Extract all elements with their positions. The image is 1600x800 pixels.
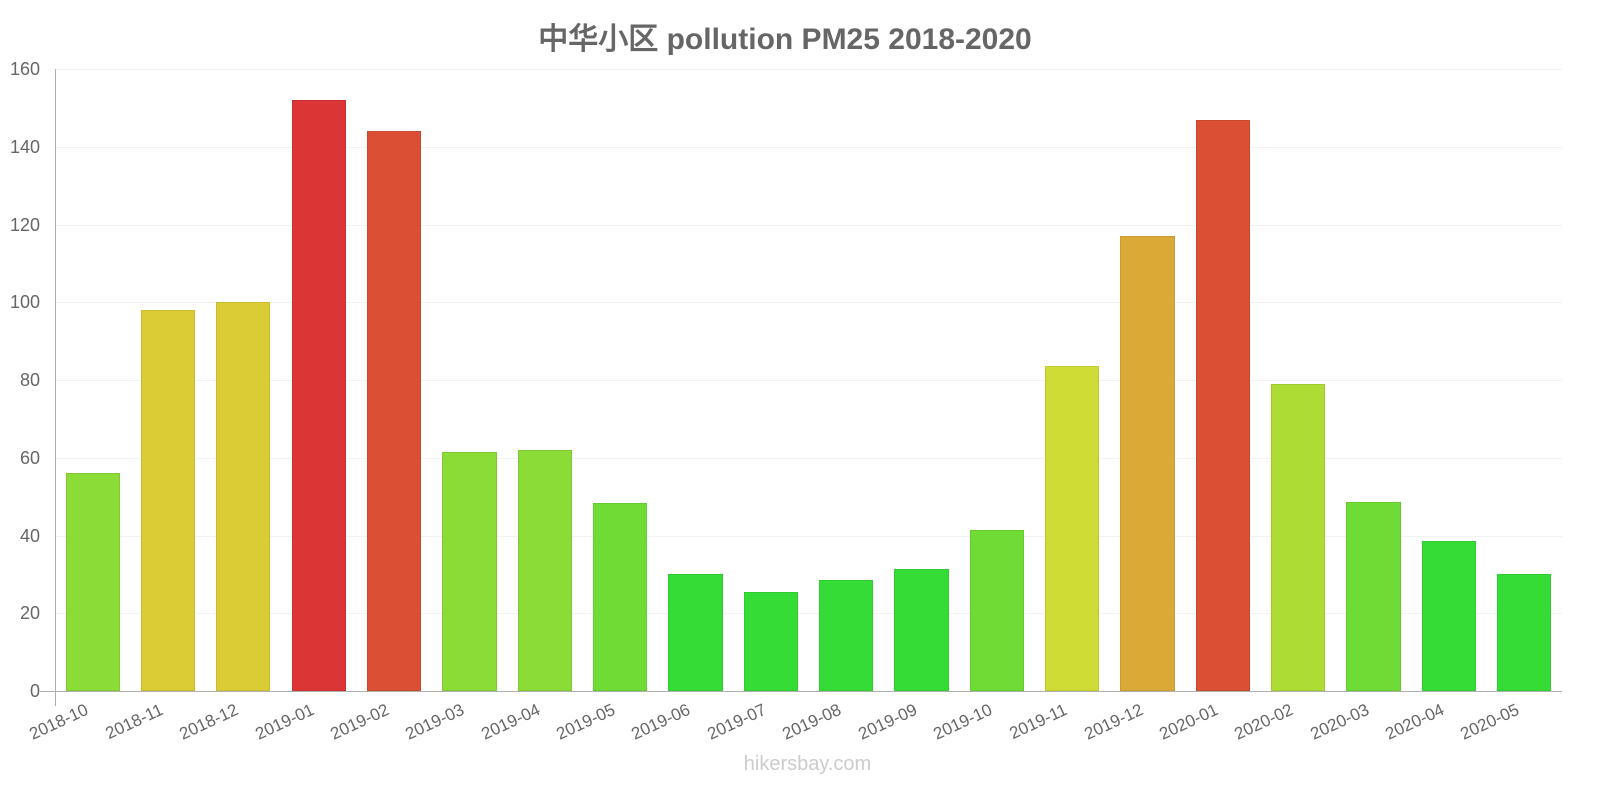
y-tick-label: 40 [19, 525, 40, 546]
x-tick-label: 2018-10 [26, 700, 91, 744]
x-tick-label: 2020-05 [1457, 700, 1523, 744]
gridline [55, 69, 1562, 70]
x-tick-label: 2020-02 [1231, 700, 1297, 744]
bar-2019-02[interactable] [366, 131, 422, 691]
bar-2019-11[interactable] [1045, 365, 1100, 691]
x-tick-label: 2019-09 [854, 700, 920, 744]
y-tick-label: 20 [19, 603, 40, 624]
bar-2019-05[interactable] [592, 502, 648, 691]
x-tick-label: 2019-01 [252, 700, 317, 744]
x-tick-label: 2019-05 [553, 700, 619, 744]
x-tick-label: 2019-10 [930, 700, 995, 744]
x-tick-label: 2019-07 [704, 700, 769, 744]
y-tick-label: 60 [19, 447, 40, 468]
x-tick-label: 2019-02 [327, 700, 393, 744]
bar-2019-09[interactable] [894, 568, 949, 691]
x-tick-label: 2019-04 [478, 700, 543, 744]
bar-2018-10[interactable] [65, 473, 120, 691]
bar-2020-03[interactable] [1346, 502, 1401, 691]
x-tick-label: 2020-04 [1382, 700, 1447, 744]
y-tick-label: 80 [19, 370, 40, 390]
bar-2019-03[interactable] [442, 451, 497, 691]
x-tick-label: 2019-12 [1081, 700, 1146, 744]
x-tick-label: 2019-11 [1006, 700, 1071, 744]
x-tick-label: 2018-11 [102, 700, 167, 744]
gridline [55, 613, 1562, 615]
gridline [55, 302, 1562, 304]
x-tick-label: 2018-12 [176, 700, 242, 744]
x-tick-label: 2019-08 [779, 700, 845, 744]
y-tick-label: 140 [9, 136, 40, 157]
bar-2019-06[interactable] [668, 574, 723, 691]
gridline [55, 457, 1562, 459]
gridline [55, 535, 1562, 537]
bar-2019-12[interactable] [1120, 236, 1175, 691]
x-tick-label: 2019-03 [402, 700, 468, 744]
chart-title: 中华小区 pollution PM25 2018-2020 [538, 23, 1032, 56]
y-axis-line [55, 69, 56, 706]
watermark: hikersbay.com [743, 753, 872, 775]
bar-2018-11[interactable] [140, 310, 196, 691]
bar-2020-04[interactable] [1421, 541, 1477, 691]
gridline [55, 224, 1562, 226]
gridline [55, 380, 1562, 381]
bar-2020-02[interactable] [1271, 383, 1326, 691]
gridline [55, 146, 1562, 148]
x-tick-label: 2020-03 [1307, 700, 1372, 744]
y-tick-label: 100 [9, 292, 40, 313]
bar-2019-07[interactable] [743, 592, 798, 691]
y-tick-label: 0 [29, 681, 40, 701]
bar-2019-08[interactable] [819, 580, 874, 691]
bar-2018-12[interactable] [216, 302, 271, 691]
y-tick-label: 160 [9, 59, 40, 79]
bar-2019-04[interactable] [517, 449, 572, 691]
bar-2019-10[interactable] [969, 530, 1024, 691]
x-axis-line [40, 691, 1562, 692]
bar-2019-01[interactable] [291, 100, 346, 691]
x-tick-label: 2020-01 [1156, 700, 1221, 744]
bar-2020-05[interactable] [1497, 574, 1552, 691]
plot-area [55, 69, 1562, 691]
x-tick-label: 2019-06 [628, 700, 694, 744]
bar-2020-01[interactable] [1195, 119, 1251, 691]
y-tick-label: 120 [9, 214, 40, 235]
